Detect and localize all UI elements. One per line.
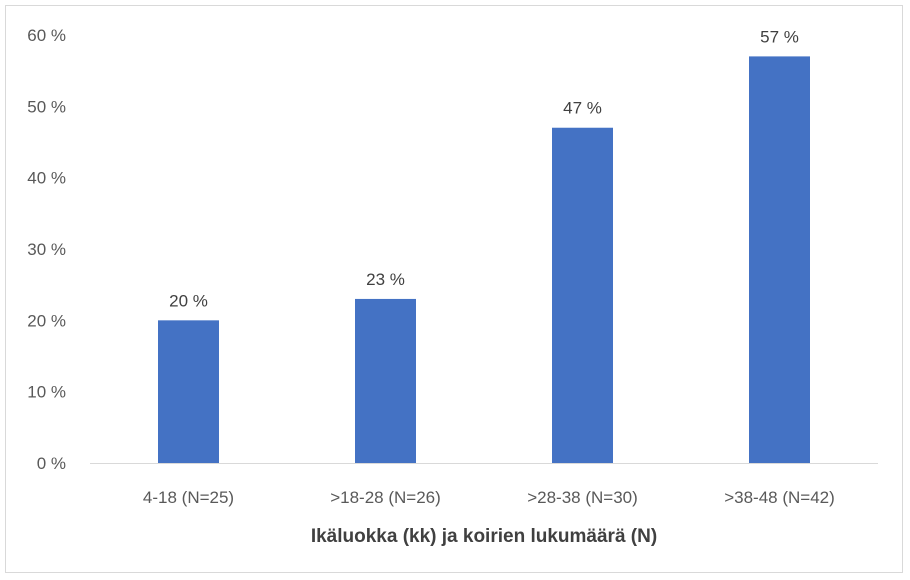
bar [552,127,613,463]
x-tick-label: >18-28 (N=26) [330,488,441,507]
bar [749,56,810,464]
y-tick-label: 60 % [27,26,66,45]
y-tick-label: 40 % [27,169,66,188]
x-tick-label: >38-48 (N=42) [724,488,835,507]
bar [158,320,219,463]
bars [158,56,810,464]
y-tick-label: 20 % [27,311,66,330]
data-label: 23 % [366,270,405,289]
bar [355,298,416,463]
x-axis-tick-labels: 4-18 (N=25) >18-28 (N=26) >28-38 (N=30) >38… [143,488,835,507]
y-tick-label: 10 % [27,383,66,402]
x-tick-label: >28-38 (N=30) [527,488,638,507]
x-axis-title: Ikäluokka (kk) ja koirien lukumäärä (N) [311,526,657,547]
data-label: 20 % [169,291,208,310]
x-tick-label: 4-18 (N=25) [143,488,234,507]
data-label: 47 % [563,99,602,118]
data-label: 57 % [760,27,799,46]
y-tick-label: 0 % [37,454,66,473]
y-axis-ticks: 0 % 10 % 20 % 30 % 40 % 50 % 60 % [27,26,66,473]
data-labels: 20 % 23 % 47 % 57 % [169,27,799,310]
y-tick-label: 30 % [27,240,66,259]
y-tick-label: 50 % [27,97,66,116]
